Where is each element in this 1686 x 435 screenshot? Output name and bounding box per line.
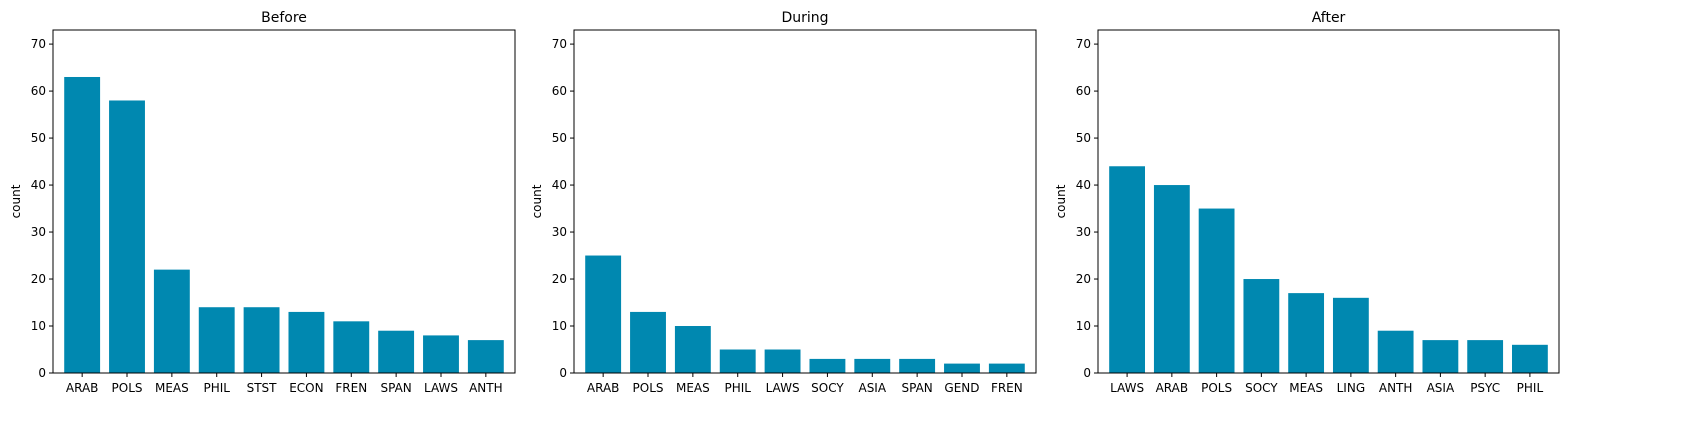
y-axis-label: count [1054, 184, 1068, 218]
bar-pols [630, 311, 666, 373]
y-tick-label: 0 [559, 366, 567, 380]
x-tick-label: LAWS [1110, 381, 1144, 395]
y-tick-label: 20 [1076, 272, 1091, 286]
x-tick-label: MEAS [676, 381, 710, 395]
bar-laws [1109, 166, 1145, 373]
y-tick-label: 50 [552, 131, 567, 145]
chart-panel-3: LAWS ARAB POLS SOCY MEAS LING ANTH ASIA PSYC PHIL… [1054, 10, 1560, 395]
x-tick-label: PHIL [1517, 381, 1544, 395]
chart-title: During [781, 10, 828, 26]
bar-arab [585, 255, 622, 373]
plot-frame [1097, 29, 1560, 374]
y-tick-label: 20 [552, 272, 567, 286]
x-tick-label: PSYC [1470, 381, 1500, 395]
y-tick-label: 50 [1076, 131, 1091, 145]
y-tick-label: 30 [31, 225, 46, 239]
y-tick-label: 70 [552, 37, 567, 51]
chart-panel-1: ARAB POLS MEAS PHIL STST ECON FREN SPAN LAWS ANTH… [9, 10, 516, 395]
x-tick-label: MEAS [155, 381, 189, 395]
chart-panel-2: ARAB POLS MEAS PHIL LAWS SOCY ASIA SPAN GEND FREN… [530, 10, 1037, 395]
bar-phil [719, 349, 756, 373]
bar-meas [153, 269, 190, 373]
x-tick-label: LAWS [424, 381, 458, 395]
bar-laws [423, 335, 459, 373]
x-tick-label: SOCY [811, 381, 844, 395]
x-tick-label: SOCY [1245, 381, 1278, 395]
x-tick-label: LAWS [766, 381, 800, 395]
bar-psyc [1467, 340, 1504, 373]
y-axis-label: count [9, 184, 23, 218]
chart-title: After [1312, 10, 1346, 26]
y-tick-label: 60 [552, 84, 567, 98]
bar-socy [809, 358, 846, 373]
y-tick-label: 10 [31, 319, 46, 333]
x-tick-label: PHIL [203, 381, 230, 395]
bar-phil [198, 307, 235, 373]
y-tick-label: 40 [552, 178, 567, 192]
x-tick-label: STST [247, 381, 278, 395]
bar-pols [1198, 208, 1235, 373]
bar-meas [1288, 293, 1325, 373]
x-tick-label: PHIL [724, 381, 751, 395]
plot-frame [52, 29, 516, 374]
bar-meas [674, 326, 711, 373]
chart-title: Before [261, 10, 307, 26]
bar-pols [109, 100, 145, 373]
x-tick-label: ASIA [858, 381, 886, 395]
y-tick-label: 0 [38, 366, 46, 380]
y-tick-label: 40 [31, 178, 46, 192]
x-tick-label: POLS [112, 381, 143, 395]
bar-arab [64, 76, 101, 374]
y-tick-label: 50 [31, 131, 46, 145]
bar-anth [1377, 330, 1414, 373]
x-tick-label: LING [1337, 381, 1366, 395]
y-tick-label: 60 [31, 84, 46, 98]
y-tick-label: 30 [552, 225, 567, 239]
bar-phil [1512, 344, 1548, 373]
x-tick-label: ECON [289, 381, 323, 395]
x-tick-label: MEAS [1289, 381, 1323, 395]
x-tick-label: SPAN [901, 381, 932, 395]
x-tick-label: ARAB [1156, 381, 1189, 395]
bar-anth [467, 340, 504, 373]
bar-fren [988, 363, 1025, 373]
bar-fren [333, 321, 370, 373]
bar-socy [1243, 279, 1280, 373]
x-tick-label: GEND [944, 381, 979, 395]
y-tick-label: 70 [1076, 37, 1091, 51]
bar-econ [288, 311, 325, 373]
x-tick-label: ARAB [587, 381, 620, 395]
bar-asia [854, 358, 891, 373]
x-tick-label: FREN [991, 381, 1023, 395]
bar-asia [1422, 340, 1459, 373]
bar-ling [1332, 297, 1369, 373]
bar-arab [1153, 185, 1190, 373]
bar-laws [764, 349, 801, 373]
plot-frame [573, 29, 1037, 374]
x-tick-label: ARAB [66, 381, 99, 395]
y-tick-label: 40 [1076, 178, 1091, 192]
y-tick-label: 70 [31, 37, 46, 51]
y-tick-label: 10 [1076, 319, 1091, 333]
x-tick-label: ASIA [1427, 381, 1455, 395]
y-tick-label: 10 [552, 319, 567, 333]
bar-span [378, 330, 415, 373]
x-tick-label: ANTH [469, 381, 503, 395]
y-axis-label: count [530, 184, 544, 218]
x-tick-label: FREN [335, 381, 367, 395]
bar-span [899, 358, 936, 373]
bar-gend [944, 363, 980, 373]
x-tick-label: POLS [1201, 381, 1232, 395]
y-tick-label: 60 [1076, 84, 1091, 98]
y-tick-label: 20 [31, 272, 46, 286]
x-tick-label: ANTH [1379, 381, 1413, 395]
x-tick-label: POLS [633, 381, 664, 395]
y-tick-label: 0 [1083, 366, 1091, 380]
bar-stst [243, 307, 280, 373]
x-tick-label: SPAN [380, 381, 411, 395]
y-tick-label: 30 [1076, 225, 1091, 239]
